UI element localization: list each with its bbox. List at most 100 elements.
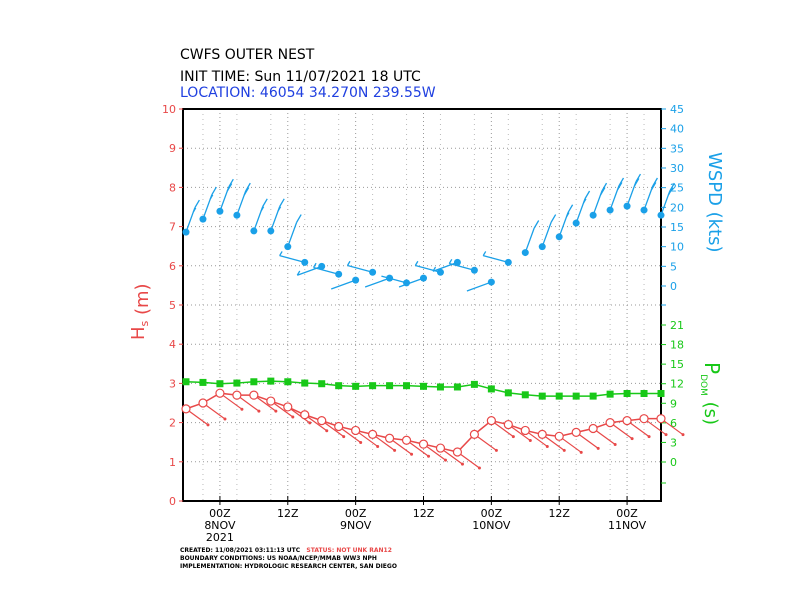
wind-barb-feather bbox=[601, 182, 608, 192]
wave-arrow-head bbox=[545, 444, 549, 448]
hs-point bbox=[435, 443, 446, 453]
boundary-conditions: BOUNDARY CONDITIONS: US NOAA/NCEP/MMAB W… bbox=[180, 555, 377, 562]
tp-point bbox=[403, 382, 411, 390]
tp-point bbox=[436, 383, 444, 391]
wind-barb-staff bbox=[364, 277, 390, 288]
hs-tick-label: 8 bbox=[169, 181, 176, 194]
tp-tick-label: 21 bbox=[670, 319, 684, 332]
tp-tick-label: 18 bbox=[670, 339, 684, 352]
wave-arrow-head bbox=[325, 429, 329, 433]
hs-tick-label: 10 bbox=[162, 103, 176, 116]
created: CREATED: 11/08/2021 03:11:13 UTC bbox=[180, 547, 301, 554]
wspd-tick-label: 15 bbox=[670, 221, 684, 234]
wave-arrow-head bbox=[376, 444, 380, 448]
hs-tick-label: 6 bbox=[169, 260, 176, 273]
x-tick-label: 00Z bbox=[209, 507, 231, 520]
wspd-point bbox=[623, 202, 631, 210]
wspd-tick-label: 5 bbox=[670, 260, 677, 273]
wspd-point bbox=[352, 276, 360, 284]
wspd-tick-label: 0 bbox=[670, 280, 677, 293]
wave-arrow-head bbox=[681, 433, 685, 437]
wind-barb-feather bbox=[550, 214, 557, 223]
tp-point bbox=[420, 382, 427, 390]
wave-arrow-head bbox=[460, 462, 464, 466]
wind-barb-staff bbox=[466, 281, 492, 292]
wind-barb-feather bbox=[414, 260, 419, 266]
wind-barb-staff bbox=[449, 262, 475, 271]
wind-barb-feather bbox=[313, 262, 317, 268]
hs-point bbox=[588, 423, 598, 434]
wind-barb-feather bbox=[448, 258, 453, 264]
tp-point bbox=[182, 378, 190, 386]
wspd-point bbox=[572, 219, 580, 227]
tp-point bbox=[555, 392, 563, 400]
wind-barb-feather bbox=[482, 251, 487, 257]
wspd-point bbox=[284, 243, 292, 251]
wspd-point bbox=[555, 233, 563, 241]
hs-point bbox=[571, 427, 581, 437]
tp-point bbox=[504, 389, 512, 397]
wind-barb-feather bbox=[432, 266, 437, 272]
tp-axis-label-part: P bbox=[700, 362, 724, 374]
wspd-point bbox=[335, 270, 343, 278]
wspd-point bbox=[267, 227, 275, 235]
hs-point bbox=[401, 435, 412, 445]
hs-point bbox=[368, 429, 378, 439]
wspd-point bbox=[301, 258, 309, 266]
hs-point bbox=[605, 418, 615, 428]
wind-barb-feather bbox=[245, 182, 251, 192]
wspd-axis-label: WSPD (kts) bbox=[704, 152, 725, 253]
wind-barb-feather bbox=[260, 206, 265, 212]
tp-axis-label-part: (s) bbox=[700, 396, 721, 425]
hs-tick-label: 0 bbox=[169, 495, 176, 508]
tp-point bbox=[284, 378, 292, 386]
wind-barb-feather bbox=[669, 182, 675, 192]
tp-point bbox=[352, 382, 360, 390]
tp-point bbox=[386, 382, 394, 390]
wave-arrow-head bbox=[511, 435, 515, 439]
wind-barb-feather bbox=[277, 206, 282, 212]
wave-arrow-head bbox=[359, 441, 363, 445]
tp-point bbox=[521, 391, 529, 399]
hs-point bbox=[554, 431, 564, 441]
x-tick-label: 10NOV bbox=[472, 519, 511, 532]
hs-point bbox=[283, 402, 293, 412]
x-tick-label: 12Z bbox=[277, 507, 299, 520]
hs-point bbox=[639, 414, 649, 424]
wind-barb-staff bbox=[432, 261, 458, 272]
wspd-point bbox=[521, 249, 529, 257]
x-tick-label: 2021 bbox=[206, 531, 234, 544]
hs-point bbox=[503, 419, 513, 430]
wind-barb-feather bbox=[346, 260, 351, 266]
x-tick-label: 00Z bbox=[481, 507, 503, 520]
tp-point bbox=[606, 390, 614, 398]
wind-barb-feather bbox=[209, 194, 214, 200]
wind-barb-staff bbox=[541, 222, 552, 247]
hs-point bbox=[232, 390, 242, 400]
tp-tick-label: 15 bbox=[670, 358, 684, 371]
wave-arrow-head bbox=[223, 417, 227, 421]
wave-arrow-head bbox=[274, 409, 278, 413]
wspd-tick-label: 40 bbox=[670, 123, 684, 136]
tp-point bbox=[538, 392, 546, 400]
tp-point bbox=[453, 383, 461, 391]
x-tick-label: 11NOV bbox=[608, 519, 647, 532]
hs-point bbox=[181, 404, 191, 414]
wave-arrow-head bbox=[579, 450, 583, 454]
wind-barb-feather bbox=[599, 187, 606, 196]
tp-point bbox=[250, 378, 258, 386]
hs-point bbox=[300, 410, 310, 420]
wave-arrow-head bbox=[664, 433, 668, 437]
status: STATUS: NOT UNK RAN12 bbox=[306, 547, 392, 554]
tp-point bbox=[335, 382, 343, 390]
wind-barb-feather bbox=[296, 270, 301, 276]
wspd-point bbox=[250, 227, 258, 235]
wspd-point bbox=[538, 243, 546, 251]
tp-point bbox=[318, 380, 326, 388]
hs-tick-label: 4 bbox=[169, 338, 176, 351]
x-tick-label: 00Z bbox=[345, 507, 367, 520]
wspd-tick-label: 20 bbox=[670, 201, 684, 214]
hs-point bbox=[351, 425, 361, 436]
wind-barb-feather bbox=[618, 177, 625, 186]
x-tick-label: 12Z bbox=[548, 507, 570, 520]
